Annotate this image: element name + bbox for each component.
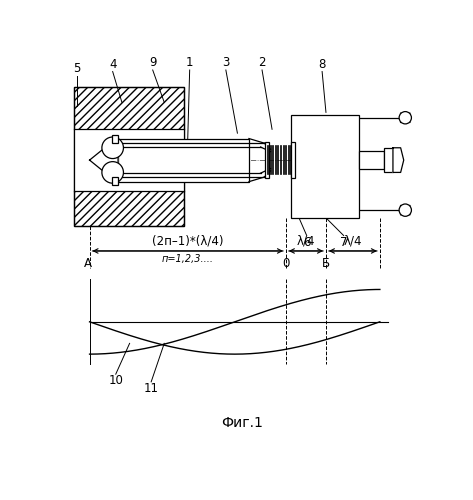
Bar <box>118 138 249 182</box>
Bar <box>74 87 184 226</box>
Bar <box>74 87 184 226</box>
Text: 10: 10 <box>108 374 123 387</box>
Text: 4: 4 <box>109 58 116 71</box>
Text: п=1,2,3....: п=1,2,3.... <box>162 254 214 264</box>
Text: 3: 3 <box>222 56 229 69</box>
Text: 9: 9 <box>149 56 157 69</box>
Circle shape <box>102 137 123 158</box>
Bar <box>112 136 118 143</box>
Text: Б: Б <box>322 257 330 270</box>
Bar <box>291 116 359 218</box>
Text: 1: 1 <box>186 56 193 69</box>
Text: 11: 11 <box>144 382 158 395</box>
Bar <box>291 142 295 178</box>
Text: 0: 0 <box>282 257 289 270</box>
Text: 6: 6 <box>303 236 310 248</box>
Bar <box>359 151 384 170</box>
Text: 8: 8 <box>318 58 326 71</box>
Polygon shape <box>89 137 118 183</box>
Circle shape <box>102 162 123 183</box>
Circle shape <box>399 112 412 124</box>
Text: 2: 2 <box>258 56 266 69</box>
Text: λ/4: λ/4 <box>297 234 315 247</box>
Polygon shape <box>393 148 404 172</box>
Bar <box>112 177 118 184</box>
Bar <box>265 142 269 178</box>
Text: (2п–1)*(λ/4): (2п–1)*(λ/4) <box>152 234 223 247</box>
Bar <box>384 148 393 172</box>
Text: λ/4: λ/4 <box>344 234 362 247</box>
Text: 5: 5 <box>74 62 81 76</box>
Text: 7: 7 <box>340 236 347 248</box>
Text: Фиг.1: Фиг.1 <box>221 416 263 430</box>
Text: А: А <box>84 257 92 270</box>
Circle shape <box>399 204 412 216</box>
Bar <box>74 130 184 191</box>
